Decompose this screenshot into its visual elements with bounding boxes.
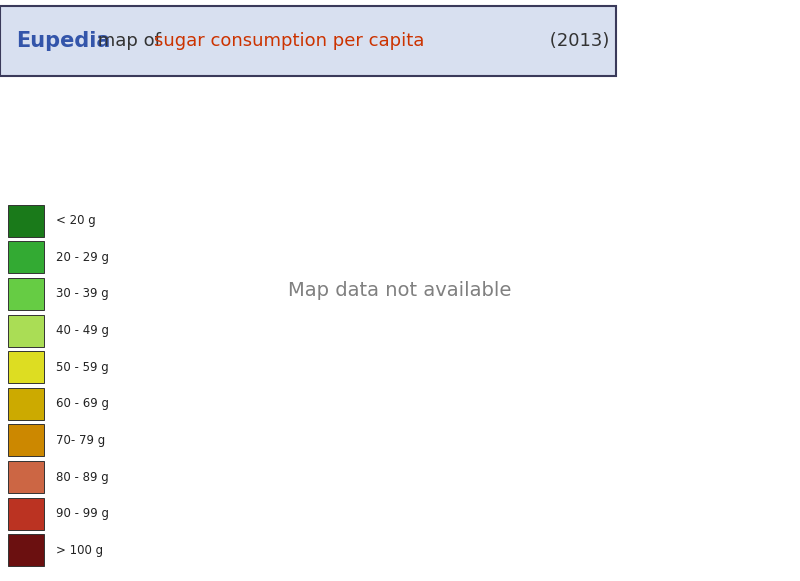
Text: < 20 g: < 20 g [56, 214, 96, 227]
FancyBboxPatch shape [8, 424, 44, 457]
Text: 60 - 69 g: 60 - 69 g [56, 397, 109, 410]
FancyBboxPatch shape [8, 242, 44, 274]
FancyBboxPatch shape [8, 461, 44, 493]
Text: 20 - 29 g: 20 - 29 g [56, 251, 109, 264]
Text: sugar consumption per capita: sugar consumption per capita [154, 32, 425, 49]
Text: 30 - 39 g: 30 - 39 g [56, 288, 109, 300]
FancyBboxPatch shape [8, 278, 44, 310]
Text: Eupedia: Eupedia [16, 31, 110, 51]
FancyBboxPatch shape [8, 315, 44, 347]
Text: (2013): (2013) [544, 32, 610, 49]
FancyBboxPatch shape [8, 351, 44, 383]
Text: 80 - 89 g: 80 - 89 g [56, 471, 109, 483]
FancyBboxPatch shape [8, 388, 44, 419]
FancyBboxPatch shape [8, 497, 44, 530]
Text: > 100 g: > 100 g [56, 544, 103, 557]
Text: 90 - 99 g: 90 - 99 g [56, 507, 109, 520]
FancyBboxPatch shape [8, 205, 44, 237]
Text: 50 - 59 g: 50 - 59 g [56, 361, 109, 374]
Text: 40 - 49 g: 40 - 49 g [56, 324, 109, 337]
FancyBboxPatch shape [8, 535, 44, 566]
FancyBboxPatch shape [0, 6, 616, 76]
Text: 70- 79 g: 70- 79 g [56, 434, 106, 447]
Text: Map data not available: Map data not available [288, 281, 512, 300]
Text: map of: map of [92, 32, 166, 49]
